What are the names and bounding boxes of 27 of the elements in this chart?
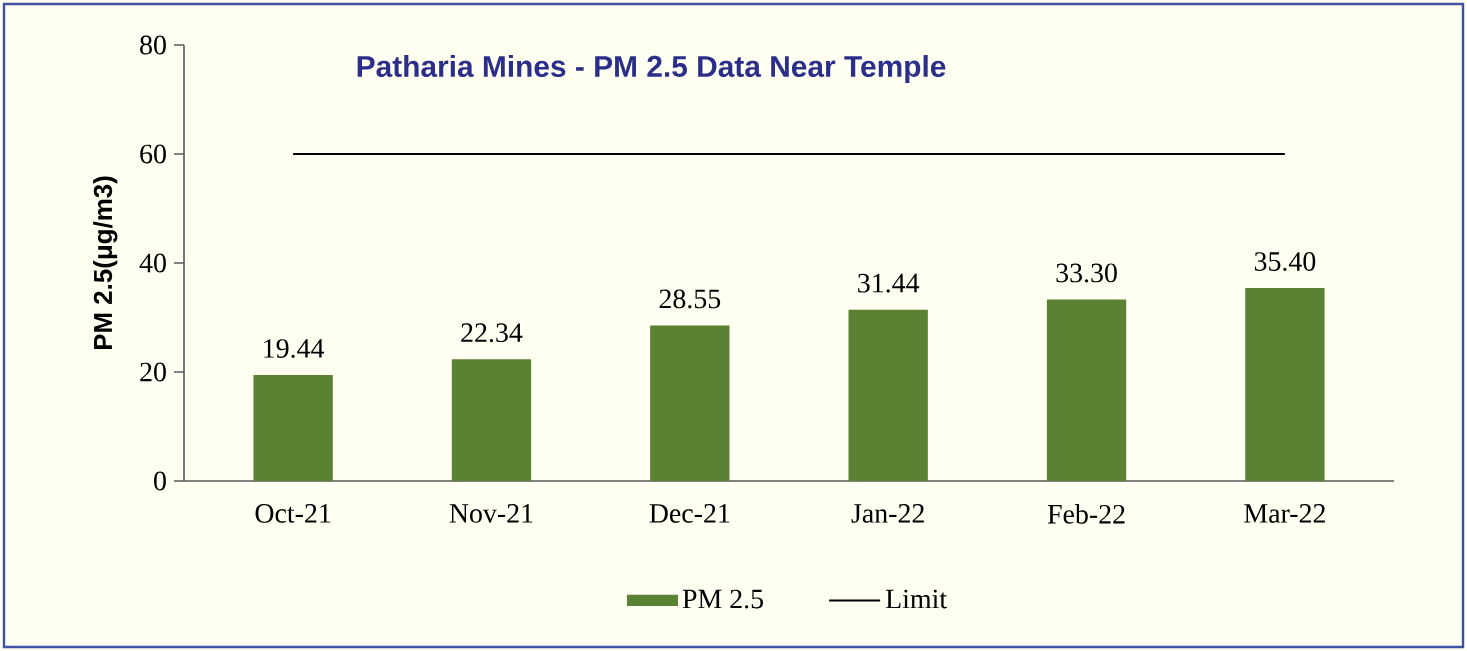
legend-label: Limit: [885, 589, 947, 609]
x-tick-label: Dec-21: [649, 504, 730, 523]
data-label: 31.44: [858, 273, 920, 293]
x-tick-label: Mar-22: [1244, 504, 1325, 523]
y-tick-label: 40: [139, 253, 166, 273]
y-tick-label: 0: [154, 471, 166, 491]
chart-title: Patharia Mines - PM 2.5 Data Near Temple: [357, 55, 946, 83]
bar: [253, 375, 333, 481]
data-label: 28.55: [659, 289, 721, 309]
legend-label: PM 2.5: [682, 589, 763, 609]
y-tick-label: 80: [140, 35, 166, 55]
bar: [1245, 288, 1325, 481]
bar: [650, 325, 730, 481]
x-tick-label: Nov-21: [449, 504, 533, 523]
y-tick-label: 20: [140, 362, 166, 382]
y-tick-label: 60: [140, 144, 166, 164]
x-tick-label: Jan-22: [851, 504, 924, 523]
x-tick-label: Oct-21: [255, 504, 331, 523]
y-axis-title: PM 2.5(μg/m3): [93, 176, 118, 350]
bar: [1046, 299, 1127, 481]
data-label: 19.44: [264, 339, 325, 359]
bar: [451, 359, 532, 481]
data-label: 22.34: [461, 323, 523, 343]
bar: [848, 309, 928, 481]
x-tick-label: Feb-22: [1047, 504, 1125, 524]
data-label: 33.30: [1056, 263, 1117, 283]
data-label: 35.40: [1254, 252, 1316, 272]
